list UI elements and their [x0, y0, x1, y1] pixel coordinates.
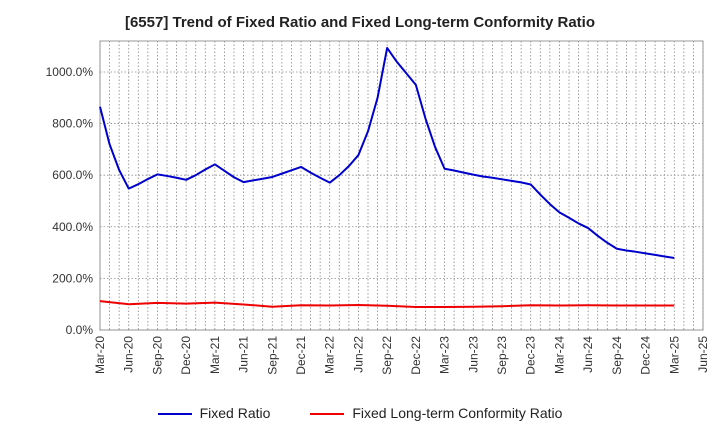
x-tick-label: Jun-21	[237, 336, 251, 373]
y-tick-label: 1000.0%	[46, 65, 94, 79]
x-tick-label: Mar-25	[667, 336, 681, 374]
series-layer	[99, 46, 675, 309]
y-tick-label: 0.0%	[66, 323, 94, 337]
x-tick-label: Sep-21	[265, 336, 279, 375]
x-tick-label: Jun-23	[466, 336, 480, 373]
x-tick-label: Dec-24	[639, 336, 653, 375]
legend: Fixed Ratio Fixed Long-term Conformity R…	[0, 404, 720, 421]
legend-item-fixed-long-term-conformity-ratio: Fixed Long-term Conformity Ratio	[310, 405, 562, 421]
x-tick-label: Dec-22	[409, 336, 423, 375]
y-tick-label: 600.0%	[52, 168, 93, 182]
legend-swatch-fixed-ratio	[157, 412, 192, 415]
x-tick-label: Sep-20	[150, 336, 164, 375]
series-line-fixed-long-term-conformity-ratio	[99, 300, 675, 309]
x-tick-label: Sep-22	[380, 336, 394, 375]
x-tick-label: Dec-20	[179, 336, 193, 375]
grid-layer	[99, 41, 704, 331]
legend-label-fixed-long-term-conformity-ratio: Fixed Long-term Conformity Ratio	[352, 405, 563, 422]
legend-swatch-fixed-long-term-conformity-ratio	[310, 412, 345, 415]
x-tick-label: Jun-24	[581, 336, 595, 373]
y-tick-label: 800.0%	[52, 117, 93, 131]
x-tick-label: Sep-24	[610, 336, 624, 375]
x-tick-label: Mar-20	[93, 336, 107, 374]
plot-area-border	[99, 40, 704, 331]
x-tick-label: Jun-25	[696, 336, 710, 373]
series-line-fixed-ratio	[99, 46, 675, 259]
x-tick-label: Jun-20	[122, 336, 136, 373]
x-tick-label: Mar-22	[323, 336, 337, 374]
x-tick-label: Mar-21	[208, 336, 222, 374]
chart-title: [6557] Trend of Fixed Ratio and Fixed Lo…	[124, 14, 596, 31]
y-tick-label: 200.0%	[52, 271, 93, 285]
x-tick-label: Sep-23	[495, 336, 509, 375]
x-tick-label: Jun-22	[351, 336, 365, 373]
x-tick-label: Dec-21	[294, 336, 308, 375]
legend-item-fixed-ratio: Fixed Ratio	[157, 405, 271, 422]
y-axis-ticks: 0.0% 200.0% 400.0% 600.0% 800.0% 1000.0%	[46, 65, 94, 337]
x-axis-ticks: Mar-20 Jun-20 Sep-20 Dec-20 Mar-21 Jun-21 Sep-…	[93, 336, 710, 375]
x-tick-label: Mar-23	[438, 336, 452, 374]
legend-label-fixed-ratio: Fixed Ratio	[199, 405, 271, 422]
y-tick-label: 400.0%	[52, 220, 93, 234]
x-tick-label: Mar-24	[552, 336, 566, 374]
x-tick-label: Dec-23	[524, 336, 538, 375]
